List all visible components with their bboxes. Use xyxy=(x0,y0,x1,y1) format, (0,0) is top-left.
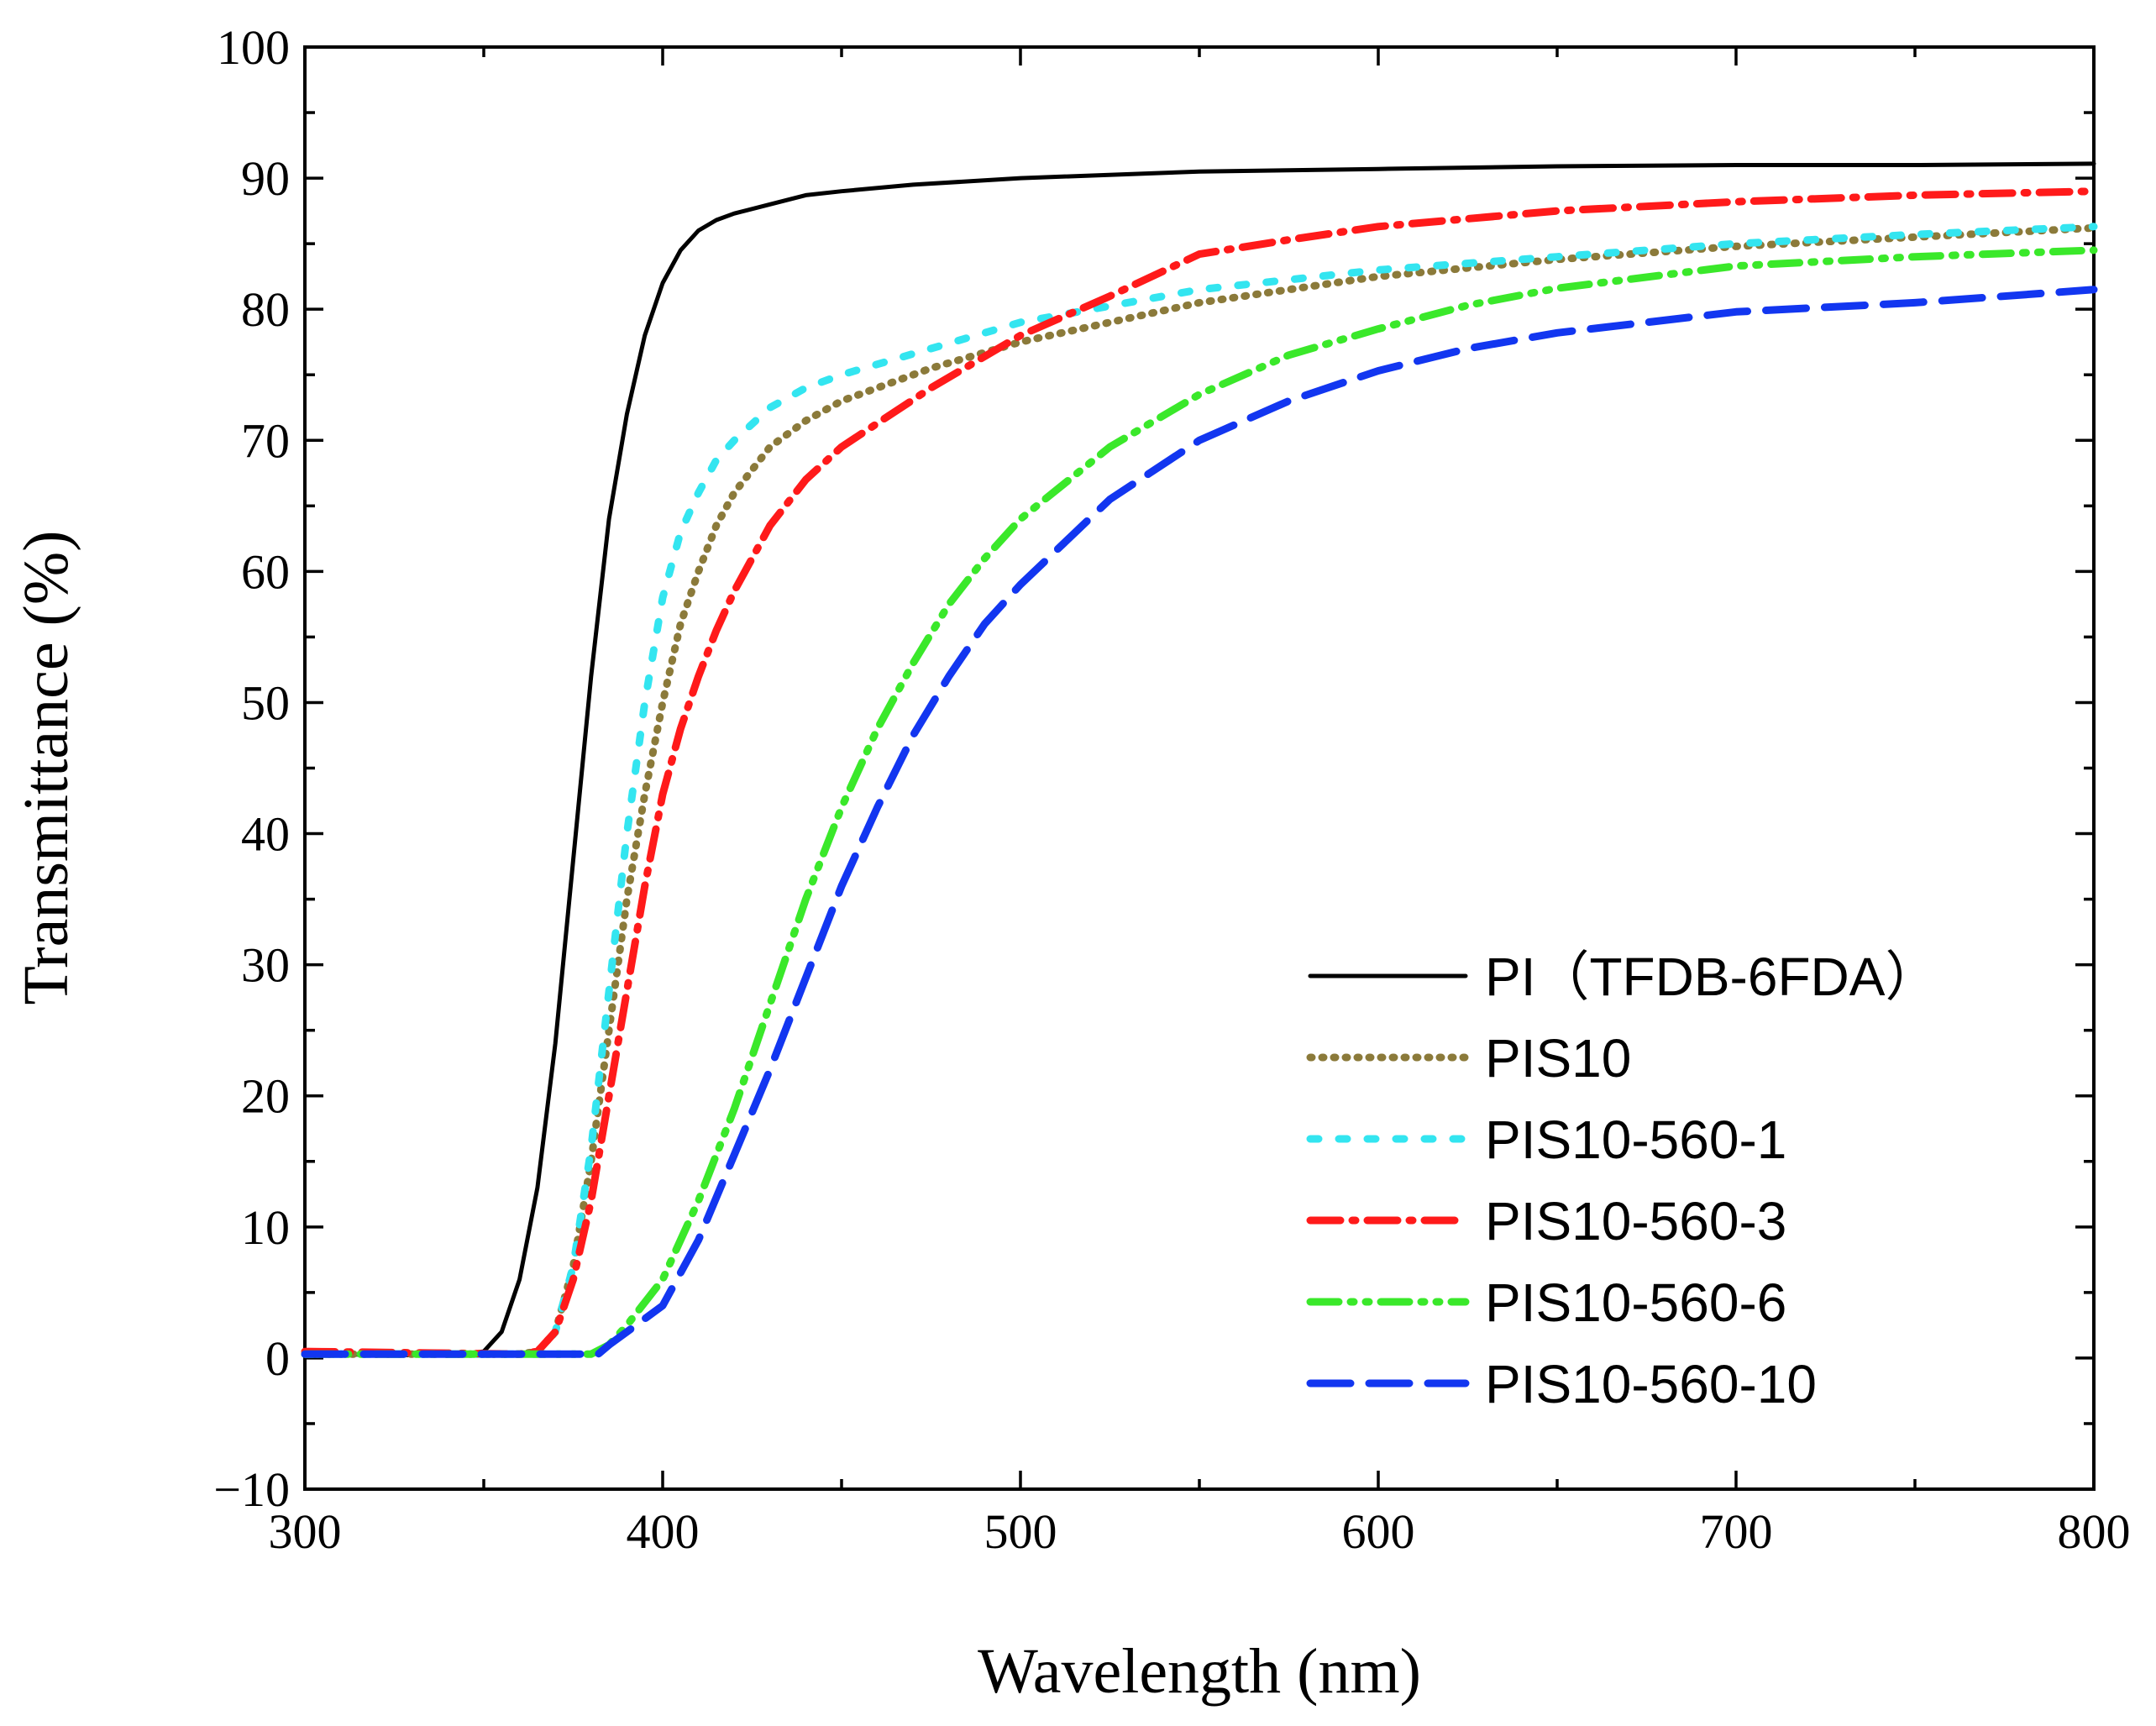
legend-label-3: PIS10-560-1 xyxy=(1485,1110,1786,1170)
y-tick-label: 100 xyxy=(217,20,290,75)
legend: PI（TFDB-6FDA） PIS10 PIS10-560-1 PIS10-560-3… xyxy=(1306,947,1938,1414)
x-tick-label: 300 xyxy=(269,1504,342,1559)
x-axis-title: Wavelength (nm) xyxy=(978,1636,1421,1707)
legend-label-4: PIS10-560-3 xyxy=(1485,1191,1786,1251)
y-tick-label: −10 xyxy=(213,1462,290,1517)
y-tick-label: 80 xyxy=(241,282,290,337)
y-tick-label: 70 xyxy=(241,413,290,468)
y-tick-label: 50 xyxy=(241,675,290,730)
y-tick-label: 30 xyxy=(241,938,290,993)
series-line-1 xyxy=(302,161,2096,1358)
y-tick-label: 40 xyxy=(241,807,290,862)
axis-ticks xyxy=(303,45,2096,1491)
y-tick-label: 0 xyxy=(265,1331,290,1386)
legend-label-6: PIS10-560-10 xyxy=(1485,1354,1817,1414)
legend-label-5: PIS10-560-6 xyxy=(1485,1272,1786,1333)
x-tick-label: 500 xyxy=(984,1504,1057,1559)
x-tick-label: 800 xyxy=(2058,1504,2131,1559)
x-tick-label: 700 xyxy=(1700,1504,1773,1559)
y-tick-label: 90 xyxy=(241,151,290,206)
series-line-4 xyxy=(301,187,2098,1358)
legend-label-2: PIS10 xyxy=(1485,1028,1631,1089)
series-line-5 xyxy=(301,246,2098,1358)
tick-labels: 300 400 500 600 700 800 −10 0 10 20 30 40 50 60 70 80 90… xyxy=(213,20,2130,1559)
x-tick-label: 600 xyxy=(1342,1504,1415,1559)
data-series xyxy=(301,161,2098,1358)
y-tick-label: 60 xyxy=(241,544,290,599)
y-axis-title: Transmittance (%) xyxy=(11,531,81,1005)
y-tick-label: 10 xyxy=(241,1200,290,1255)
x-tick-label: 400 xyxy=(627,1504,700,1559)
series-line-6 xyxy=(301,286,2098,1358)
legend-label-1: PI（TFDB-6FDA） xyxy=(1485,947,1938,1007)
y-tick-label: 20 xyxy=(241,1069,290,1124)
series-line-3 xyxy=(301,223,2098,1358)
